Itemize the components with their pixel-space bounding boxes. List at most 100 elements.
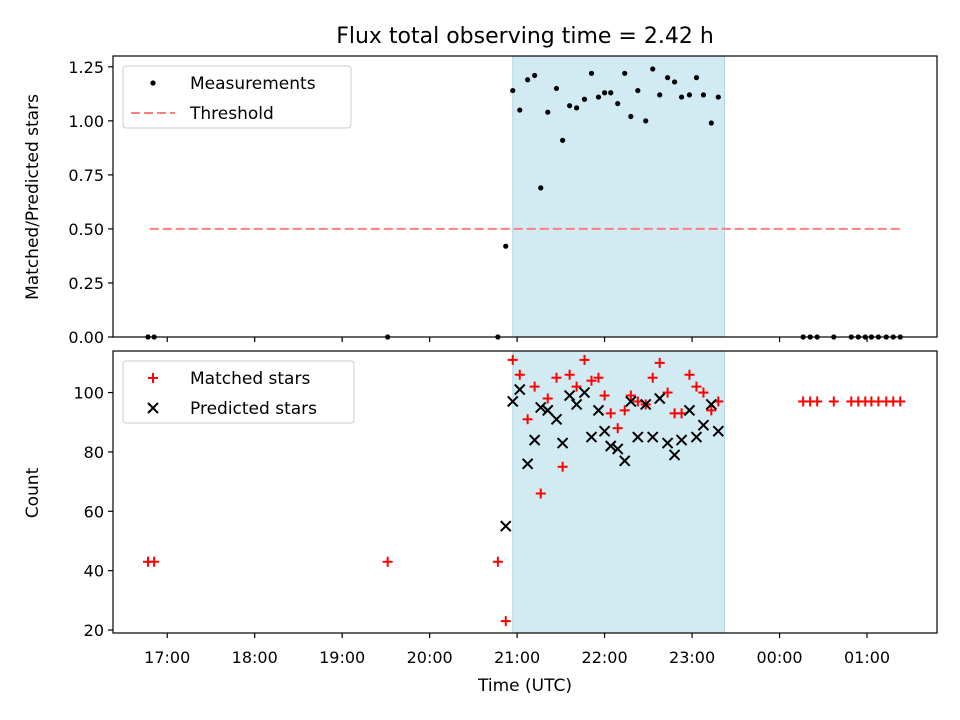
matched-stars-point [522,414,533,425]
matched-stars-point [551,372,562,383]
x-tick-label: 17:00 [144,648,190,667]
predicted-stars-point [535,401,547,414]
x-tick-label: 21:00 [494,648,540,667]
matched-stars-point [564,369,575,380]
predicted-stars-point [625,395,637,408]
predicted-stars-point [570,398,583,411]
matched-stars-point [691,381,702,392]
legend-label: Measurements [190,74,316,94]
matched-stars-point [676,408,687,419]
measurements-point [686,92,693,98]
predicted-stars-point [612,443,624,455]
predicted-stars-point [550,413,563,425]
predicted-stars-point [640,398,652,411]
x-tick-label: 19:00 [319,648,365,667]
predicted-stars-point [697,419,710,431]
y-tick-label: 80 [84,443,104,462]
matched-stars-point [828,396,839,407]
matched-stars-point [500,616,511,627]
counts-axes-frame [112,350,938,634]
y-tick-label: 20 [84,621,104,640]
legend-marker [147,402,159,414]
matched-stars-point [619,405,630,416]
matched-stars-point [684,369,695,380]
x-tick-label: 20:00 [407,648,453,667]
y-tick-label: 1.25 [68,58,104,77]
measurements-point [608,90,614,96]
measurements-point [567,103,573,109]
legend-box [122,65,352,129]
predicted-stars-point [654,392,666,405]
predicted-stars-point [712,425,725,437]
y-tick-label: 100 [73,384,104,403]
observing-window-span [512,55,725,338]
predicted-stars-point [542,404,554,417]
matched-stars-point [662,387,673,398]
y-tick-label: 60 [84,502,104,521]
measurements-point [657,92,663,98]
matched-stars-point [571,381,582,392]
y-tick-label: 0.50 [68,220,104,239]
matched-stars-point [382,556,393,567]
measurements-point [581,96,588,102]
measurements-point [588,70,595,76]
predicted-stars-point [578,386,591,399]
measurements-point [678,94,685,100]
ratio-panel: 0.00 0.25 0.50 0.75 1.00 1.25 Matched/Predict… [23,55,938,347]
measurements-point [525,77,531,83]
measurements-point [708,120,714,126]
counts-panel: 20 40 60 80 100 17:00 18:00 19:00 20:00 21:00 22:… [23,350,938,696]
measurements-point [532,72,538,79]
predicted-stars-point [619,455,631,467]
predicted-stars-point [585,431,598,443]
legend-box [122,360,355,424]
matched-stars-point [149,556,160,567]
x-tick-label: 22:00 [582,648,628,667]
predicted-stars-point [500,520,512,532]
predicted-stars-point [521,458,534,470]
measurements-point [635,87,641,94]
measurements-point [510,87,516,94]
chart-title: Flux total observing time = 2.42 h [336,24,714,49]
predicted-stars-point [705,398,718,411]
predicted-stars-point [528,434,541,446]
measurements-point [615,100,621,107]
ratio-legend: Measurements Threshold [122,65,352,129]
measurements-point [715,94,721,100]
measurements-point [574,105,580,111]
predicted-stars-point [514,383,526,396]
observing-window-span [512,350,725,634]
predicted-stars-point [647,431,659,443]
matched-stars-point [605,408,616,419]
measurements-point [628,113,634,120]
predicted-stars-point [675,434,688,446]
predicted-stars-point [668,449,681,461]
matched-stars-point [579,354,590,365]
measurements-point [622,70,628,76]
matched-stars-point [654,357,665,368]
matched-stars-point [632,396,643,407]
predicted-stars-point [556,437,569,449]
matched-stars-point [535,488,546,499]
measurements-point [545,109,551,115]
matched-stars-point [507,354,518,365]
predicted-stars-point [563,389,576,402]
matched-stars-point [698,387,709,398]
matched-stars-point [542,393,553,404]
legend-label: Threshold [189,104,274,124]
matched-stars-point [586,375,597,386]
measurements-point [693,75,700,81]
matched-stars-point [895,396,906,407]
matched-stars-point [599,390,610,401]
predicted-stars-point [605,440,617,452]
matched-stars-point [812,396,823,407]
legend-label: Matched stars [190,369,310,389]
matched-stars-point [647,372,658,383]
y-tick-label: 1.00 [68,112,104,131]
predicted-stars-point [598,425,611,437]
measurements-point [664,75,671,81]
matched-stars-point [529,381,540,392]
matched-stars-point [492,556,503,567]
measurements-point [560,137,566,143]
measurements-point [700,92,707,98]
